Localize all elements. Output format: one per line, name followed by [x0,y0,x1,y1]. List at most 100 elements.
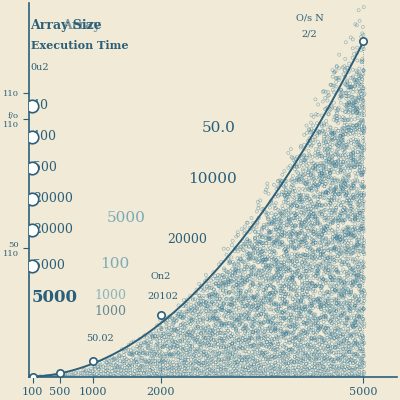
Point [340,127,346,133]
Point [343,177,350,184]
Point [342,253,348,260]
Point [332,326,338,332]
Point [300,172,306,178]
Point [338,285,345,291]
Point [299,287,306,293]
Point [266,229,272,236]
Point [342,39,349,46]
Point [257,347,263,353]
Point [258,248,265,255]
Point [297,239,304,245]
Point [188,320,194,327]
Point [354,82,361,88]
Point [270,287,276,294]
Point [285,370,292,376]
Point [352,216,358,222]
Point [316,269,322,275]
Point [258,226,265,232]
Point [235,311,242,318]
Point [220,304,227,311]
Point [337,133,344,139]
Point [352,318,358,325]
Point [229,350,235,356]
Point [115,367,121,373]
Point [334,115,340,122]
Point [231,297,238,304]
Point [308,188,315,194]
Point [341,338,347,344]
Point [286,189,292,195]
Point [254,335,261,341]
Point [236,357,242,364]
Point [231,366,238,372]
Point [349,322,356,328]
Point [238,267,244,273]
Point [285,247,292,253]
Point [357,227,363,233]
Point [239,252,246,259]
Point [326,107,333,114]
Point [289,358,296,364]
Point [360,374,367,380]
Point [313,272,319,279]
Point [360,201,366,207]
Point [242,360,248,366]
Point [298,297,304,304]
Point [292,268,298,275]
Point [90,373,96,380]
Point [309,349,315,356]
Point [358,268,364,274]
Point [344,214,351,220]
Point [278,328,284,334]
Point [358,293,364,299]
Point [283,248,290,254]
Point [120,358,126,365]
Point [256,285,263,292]
Point [310,229,316,235]
Point [232,323,238,330]
Point [171,334,177,341]
Point [224,307,230,313]
Point [337,191,343,197]
Point [352,342,358,349]
Point [278,334,284,340]
Point [331,197,338,204]
Point [306,211,313,218]
Point [280,330,286,337]
Point [240,296,246,302]
Point [172,316,178,322]
Point [354,245,361,252]
Point [168,363,175,370]
Point [320,250,326,257]
Point [341,210,348,216]
Point [124,364,130,371]
Point [294,300,300,307]
Point [280,350,287,357]
Point [177,373,184,380]
Point [242,344,248,350]
Point [178,344,184,351]
Point [136,354,143,361]
Point [271,238,277,245]
Point [342,374,348,380]
Point [328,349,334,355]
Point [204,304,211,310]
Point [270,275,276,282]
Point [207,316,213,323]
Point [231,346,238,352]
Point [255,268,262,274]
Point [354,22,360,28]
Point [327,308,333,314]
Point [348,325,354,331]
Point [308,257,314,263]
Point [298,144,304,151]
Point [284,356,290,363]
Point [255,360,261,366]
Point [349,204,356,210]
Point [166,360,173,367]
Point [226,363,233,369]
Point [249,280,256,286]
Point [291,302,298,309]
Point [332,163,338,170]
Point [292,254,298,260]
